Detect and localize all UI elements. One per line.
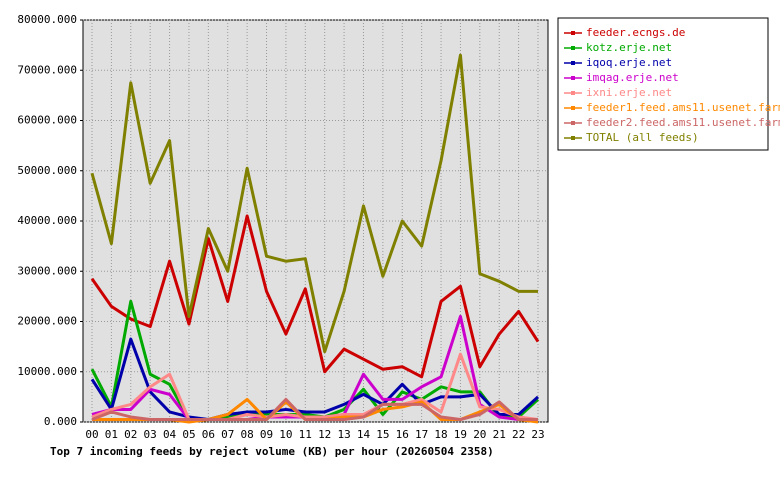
x-tick-label: 18 xyxy=(434,428,447,441)
y-tick-label: 60000.000 xyxy=(17,114,77,127)
x-tick-label: 01 xyxy=(105,428,118,441)
x-tick-label: 00 xyxy=(85,428,98,441)
x-tick-label: 12 xyxy=(318,428,331,441)
y-tick-label: 30000.000 xyxy=(17,264,77,277)
legend-marker xyxy=(571,106,575,110)
x-tick-label: 16 xyxy=(396,428,409,441)
y-tick-label: 0.000 xyxy=(44,415,77,428)
legend-label: feeder.ecngs.de xyxy=(586,26,685,39)
y-tick-label: 80000.000 xyxy=(17,13,77,26)
x-tick-label: 11 xyxy=(299,428,312,441)
x-tick-label: 14 xyxy=(357,428,371,441)
y-tick-label: 40000.000 xyxy=(17,214,77,227)
legend-marker xyxy=(571,61,575,65)
series-line xyxy=(91,397,538,421)
y-tick-label: 20000.000 xyxy=(17,315,77,328)
y-tick-label: 50000.000 xyxy=(17,164,77,177)
series-line xyxy=(90,53,538,354)
x-tick-label: 05 xyxy=(182,428,195,441)
x-tick-label: 06 xyxy=(202,428,215,441)
x-tick-label: 03 xyxy=(144,428,157,441)
x-tick-label: 08 xyxy=(241,428,254,441)
x-tick-label: 23 xyxy=(531,428,544,441)
legend-box xyxy=(557,17,769,151)
x-tick-label: 13 xyxy=(337,428,350,441)
legend-label: imqag.erje.net xyxy=(586,71,679,84)
legend-label: feeder2.feed.ams11.usenet.farm xyxy=(586,116,780,129)
chart-title: Top 7 incoming feeds by reject volume (K… xyxy=(50,445,494,458)
x-tick-label: 15 xyxy=(376,428,389,441)
x-tick-label: 09 xyxy=(260,428,273,441)
series-line xyxy=(90,214,540,379)
x-tick-label: 20 xyxy=(473,428,486,441)
x-tick-label: 02 xyxy=(124,428,137,441)
x-tick-label: 17 xyxy=(415,428,428,441)
legend-marker xyxy=(571,76,575,80)
x-tick-label: 07 xyxy=(221,428,234,441)
legend-marker xyxy=(571,31,575,35)
x-tick-label: 21 xyxy=(493,428,506,441)
legend-label: TOTAL (all feeds) xyxy=(586,131,699,144)
y-tick-label: 10000.000 xyxy=(17,365,77,378)
legend-label: ixni.erje.net xyxy=(586,86,672,99)
legend-label: kotz.erje.net xyxy=(586,41,672,54)
series-line xyxy=(91,352,539,421)
legend-label: iqoq.erje.net xyxy=(586,56,672,69)
series-line xyxy=(90,337,540,421)
y-tick-label: 70000.000 xyxy=(17,63,77,76)
x-tick-label: 10 xyxy=(279,428,292,441)
legend-marker xyxy=(571,46,575,50)
x-tick-label: 04 xyxy=(163,428,177,441)
legend-marker xyxy=(571,136,575,140)
legend-marker xyxy=(571,121,575,125)
x-tick-label: 19 xyxy=(454,428,467,441)
x-tick-label: 22 xyxy=(512,428,525,441)
legend-label: feeder1.feed.ams11.usenet.farm xyxy=(586,101,780,114)
legend-marker xyxy=(571,91,575,95)
